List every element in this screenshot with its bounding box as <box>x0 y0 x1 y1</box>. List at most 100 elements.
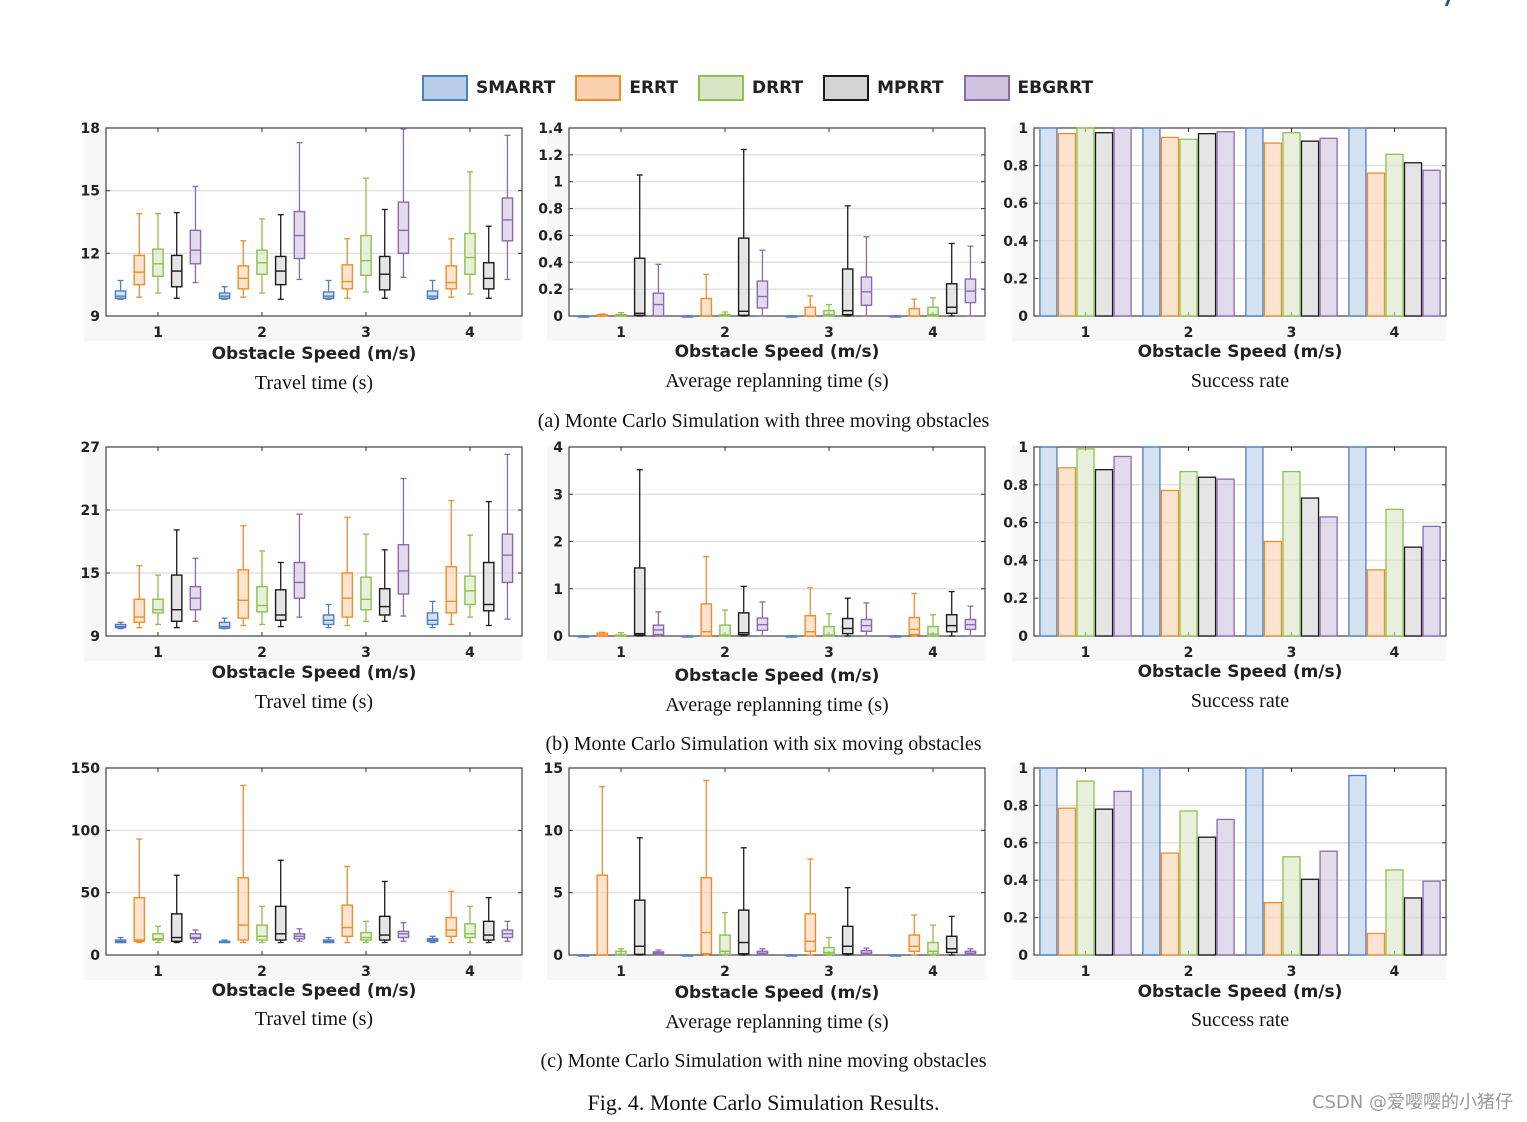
box-mprrt <box>170 874 183 944</box>
box-drrt <box>464 171 476 295</box>
y-tick-label: 1.2 <box>538 148 563 164</box>
bar-ebgrrt <box>1216 478 1235 637</box>
bar-drrt <box>1076 448 1095 637</box>
x-tick-label: 1 <box>616 325 626 341</box>
box-mprrt <box>841 887 854 956</box>
x-tick-label: 3 <box>824 645 834 661</box>
bar-errt <box>1263 901 1283 956</box>
box-ebgrrt <box>652 611 665 637</box>
y-tick-label: 1 <box>1018 761 1028 777</box>
box-mprrt <box>737 585 750 637</box>
box-mprrt <box>274 561 287 628</box>
plot-area <box>569 768 985 955</box>
box-smarrt <box>681 635 694 638</box>
box-drrt <box>615 311 627 317</box>
chart-c-replan: 0 5 10 15 1 2 3 4 <box>544 761 986 980</box>
x-tick-label: 4 <box>465 964 475 980</box>
box-ebgrrt <box>756 948 769 956</box>
box-drrt <box>823 936 835 956</box>
box-ebgrrt <box>293 141 306 281</box>
x-tick-label: 3 <box>1287 645 1297 661</box>
y-tick-label: 9 <box>90 629 100 645</box>
y-tick-label: 5 <box>553 886 563 902</box>
axes-frame <box>1033 767 1447 956</box>
bar-drrt <box>1179 138 1198 317</box>
y-tick-label: 1 <box>1018 121 1028 137</box>
x-axis-label: Obstacle Speed (m/s) <box>1137 342 1343 362</box>
x-tick-label: 1 <box>153 325 163 341</box>
bar-ebgrrt <box>1319 850 1338 956</box>
y-tick-label: 0.4 <box>1003 873 1028 889</box>
box-smarrt <box>577 954 590 957</box>
box-errt <box>596 631 609 637</box>
x-tick-label: 1 <box>153 964 163 980</box>
box-mprrt <box>737 148 750 317</box>
box-errt <box>596 786 609 956</box>
x-tick-label: 1 <box>153 645 163 661</box>
y-tick-label: 1 <box>553 175 563 191</box>
bar-smarrt <box>1348 127 1367 317</box>
axes-frame <box>1033 127 1447 317</box>
figure-caption: Fig. 4. Monte Carlo Simulation Results. <box>587 1090 940 1115</box>
bar-mprrt <box>1300 497 1320 637</box>
y-tick-label: 0.4 <box>538 255 563 271</box>
legend-label-errt: ERRT <box>629 78 678 98</box>
bar-smarrt <box>1142 127 1161 317</box>
box-smarrt <box>426 935 439 944</box>
box-drrt <box>256 905 268 944</box>
box-ebgrrt <box>501 920 514 942</box>
box-smarrt <box>785 954 798 957</box>
box-mprrt <box>482 500 495 627</box>
box-errt <box>908 914 921 956</box>
bar-drrt <box>1282 856 1301 956</box>
x-tick-label: 4 <box>928 325 938 341</box>
box-mprrt <box>170 529 183 629</box>
plot-area <box>106 128 522 316</box>
bar-ebgrrt <box>1319 516 1338 637</box>
x-axis-label: Obstacle Speed (m/s) <box>211 981 417 1001</box>
box-errt <box>341 516 354 627</box>
subcaption-b: (b) Monte Carlo Simulation with six movi… <box>545 733 982 755</box>
y-tick-label: 0.4 <box>1003 234 1028 250</box>
box-smarrt <box>681 315 694 318</box>
box-mprrt <box>945 590 958 637</box>
box-mprrt <box>482 225 495 299</box>
y-tick-label: 0 <box>553 948 563 964</box>
box-drrt <box>152 574 164 626</box>
y-tick-label: 1 <box>1018 440 1028 456</box>
box-drrt <box>464 905 476 944</box>
box-smarrt <box>785 315 798 318</box>
x-axis-label: Obstacle Speed (m/s) <box>674 666 880 686</box>
plot-area <box>569 128 985 316</box>
panel-title: Travel time (s) <box>254 1008 374 1030</box>
box-ebgrrt <box>964 948 977 956</box>
box-drrt <box>615 948 627 956</box>
x-tick-label: 3 <box>824 325 834 341</box>
box-smarrt <box>426 600 439 629</box>
box-ebgrrt <box>189 929 202 944</box>
box-errt <box>237 525 250 627</box>
legend-item-drrt: DRRT <box>697 75 803 101</box>
plot-area <box>106 768 522 955</box>
box-smarrt <box>577 635 590 638</box>
axes-frame <box>105 767 523 956</box>
x-tick-label: 1 <box>616 964 626 980</box>
y-tick-label: 0.8 <box>1003 798 1028 814</box>
legend-item-ebgrrt: EBGRRT <box>963 75 1093 101</box>
box-drrt <box>152 925 164 944</box>
x-tick-label: 1 <box>1081 964 1091 980</box>
bar-ebgrrt <box>1113 455 1132 637</box>
panel-title: Travel time (s) <box>254 372 374 394</box>
box-errt <box>908 592 921 637</box>
bar-errt <box>1366 172 1386 317</box>
bar-ebgrrt <box>1216 131 1235 317</box>
box-drrt <box>927 297 939 317</box>
watermark: CSDN @爱嘤嘤的小猪仔 <box>1311 1092 1513 1113</box>
bar-mprrt <box>1403 162 1423 317</box>
y-tick-label: 0 <box>553 629 563 645</box>
box-drrt <box>927 614 939 637</box>
chart-a-success: 0 0.2 0.4 0.6 0.8 1 1 2 3 4 <box>1003 121 1447 341</box>
bar-drrt <box>1385 153 1404 317</box>
y-tick-label: 0.4 <box>1003 553 1028 569</box>
y-tick-label: 50 <box>81 886 101 902</box>
